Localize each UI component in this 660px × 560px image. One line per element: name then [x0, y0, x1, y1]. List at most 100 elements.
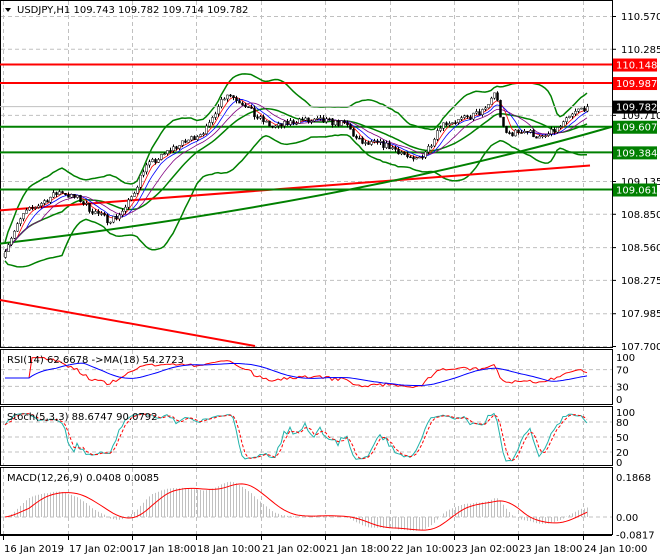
candle-body	[157, 159, 160, 163]
candle-body	[10, 237, 13, 245]
candle-body	[412, 157, 415, 160]
candle-body	[193, 136, 196, 140]
candle-body	[364, 142, 367, 144]
candle-body	[181, 140, 184, 146]
candle-body	[457, 119, 460, 123]
candle-body	[400, 152, 403, 155]
candle-body	[373, 140, 376, 143]
candle-body	[55, 192, 58, 195]
candle-body	[466, 115, 469, 118]
candle-body	[22, 213, 25, 220]
candle-body	[142, 171, 145, 176]
dropdown-triangle-icon	[5, 8, 11, 12]
candle-body	[283, 121, 286, 127]
pane-border-0	[0, 0, 613, 348]
candle-body	[352, 128, 355, 137]
candle-body	[424, 151, 427, 158]
candle-body	[526, 131, 529, 133]
candle-body	[568, 116, 571, 118]
candle-body	[232, 95, 235, 98]
rsi-tick-label: 0	[616, 395, 622, 406]
moving-average-5	[4, 96, 588, 252]
candle-body	[163, 153, 166, 155]
candle-body	[478, 111, 481, 116]
candle-body	[409, 156, 412, 159]
candle-body	[307, 117, 310, 123]
green-trend-curve	[0, 125, 613, 245]
level-tag	[613, 77, 657, 91]
candle-body	[220, 99, 223, 107]
candle-body	[268, 120, 271, 127]
candle-body	[304, 117, 307, 121]
candle-body	[73, 194, 76, 198]
candle-body	[454, 122, 457, 124]
candle-body	[46, 200, 49, 203]
bollinger-lower	[4, 134, 588, 268]
candle-body	[61, 191, 64, 194]
level-tag-label: 110.148	[616, 61, 657, 72]
candle-body	[187, 139, 190, 143]
candle-body	[586, 106, 589, 112]
stoch-main-line	[4, 412, 588, 462]
candle-body	[514, 129, 517, 137]
candle-body	[208, 122, 211, 127]
candle-body	[7, 244, 10, 252]
rsi-tick-label: 100	[616, 353, 635, 364]
candle-body	[118, 214, 121, 220]
x-tick-label: 16 Jan 2019	[4, 544, 64, 555]
candle-body	[532, 130, 535, 138]
candle-body	[223, 98, 226, 101]
price-tick-label: 109.135	[621, 177, 660, 188]
macd-tick-label: 0.1868	[616, 473, 651, 484]
candle-body	[19, 218, 22, 224]
level-tag	[613, 58, 657, 72]
macd-tick-label: 0.00	[616, 513, 638, 524]
bollinger-middle	[4, 107, 588, 253]
bollinger-upper	[4, 73, 588, 243]
candle-body	[211, 117, 214, 123]
candle-body	[322, 117, 325, 123]
x-tick-label: 23 Jan 02:00	[455, 544, 518, 555]
candle-body	[229, 94, 232, 97]
candle-body	[217, 106, 220, 115]
stoch-label: Stoch(5,3,3) 88.6747 90.0792	[7, 412, 158, 423]
candle-body	[235, 97, 238, 101]
candle-body	[502, 116, 505, 127]
stoch-tick-label: 100	[616, 408, 635, 419]
candle-body	[160, 154, 163, 160]
candle-body	[34, 207, 37, 209]
candle-body	[130, 196, 133, 201]
candle-body	[334, 120, 337, 126]
candle-body	[49, 196, 52, 203]
candle-body	[430, 145, 433, 148]
candle-body	[337, 120, 340, 126]
candle-body	[565, 117, 568, 122]
macd-label: MACD(12,26,9) 0.0408 0.0085	[7, 473, 159, 484]
candle-body	[259, 116, 262, 119]
level-tag-label: 109.384	[616, 148, 657, 159]
candle-body	[88, 203, 91, 212]
candle-body	[67, 194, 70, 198]
candle-body	[556, 127, 559, 133]
candle-body	[541, 135, 544, 138]
candle-body	[346, 122, 349, 126]
pane-border-2	[0, 406, 613, 466]
rsi-line	[5, 357, 588, 389]
candle-body	[472, 112, 475, 120]
candle-body	[403, 152, 406, 155]
price-tick-label: 107.700	[621, 342, 660, 353]
moving-average-13	[4, 102, 588, 252]
candle-body	[139, 174, 142, 188]
rsi-tick-label: 70	[616, 366, 629, 377]
candle-body	[313, 118, 316, 122]
candle-body	[367, 142, 370, 145]
candle-body	[172, 146, 175, 151]
candle-body	[496, 92, 499, 101]
candle-body	[490, 97, 493, 105]
level-tag	[613, 183, 657, 197]
rsi-label: RSI(14) 62.6678 ->MA(18) 54.2723	[7, 355, 184, 366]
candle-body	[115, 216, 118, 220]
candle-body	[253, 108, 256, 118]
price-tick-label: 107.985	[621, 309, 660, 320]
